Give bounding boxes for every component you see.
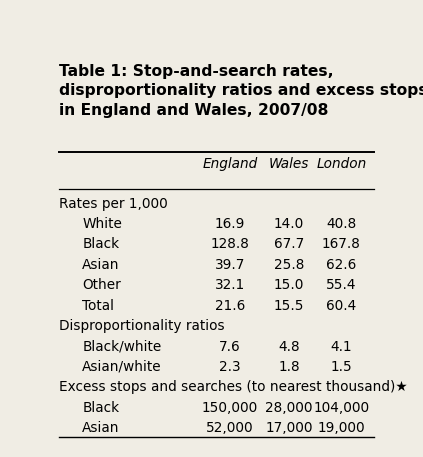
Text: 4.8: 4.8 <box>278 340 300 354</box>
Text: Asian/white: Asian/white <box>82 360 162 374</box>
Text: Wales: Wales <box>269 157 309 171</box>
Text: 128.8: 128.8 <box>211 238 249 251</box>
Text: 15.5: 15.5 <box>274 299 304 313</box>
Text: 39.7: 39.7 <box>215 258 245 272</box>
Text: 104,000: 104,000 <box>313 401 369 415</box>
Text: 52,000: 52,000 <box>206 421 254 435</box>
Text: Total: Total <box>82 299 114 313</box>
Text: 14.0: 14.0 <box>274 217 304 231</box>
Text: 62.6: 62.6 <box>326 258 357 272</box>
Text: White: White <box>82 217 122 231</box>
Text: 2.3: 2.3 <box>219 360 241 374</box>
Text: Asian: Asian <box>82 421 120 435</box>
Text: 17,000: 17,000 <box>265 421 313 435</box>
Text: 19,000: 19,000 <box>318 421 365 435</box>
Text: Black/white: Black/white <box>82 340 162 354</box>
Text: Black: Black <box>82 238 120 251</box>
Text: 40.8: 40.8 <box>326 217 357 231</box>
Text: 32.1: 32.1 <box>215 278 245 292</box>
Text: Table 1: Stop-and-search rates,
disproportionality ratios and excess stops
in En: Table 1: Stop-and-search rates, dispropo… <box>59 64 423 118</box>
Text: 25.8: 25.8 <box>274 258 304 272</box>
Text: Black: Black <box>82 401 120 415</box>
Text: Excess stops and searches (to nearest thousand)★: Excess stops and searches (to nearest th… <box>59 380 408 394</box>
Text: 21.6: 21.6 <box>215 299 245 313</box>
Text: Asian: Asian <box>82 258 120 272</box>
Text: 15.0: 15.0 <box>274 278 304 292</box>
Text: Rates per 1,000: Rates per 1,000 <box>59 197 168 211</box>
Text: 4.1: 4.1 <box>330 340 352 354</box>
Text: 1.8: 1.8 <box>278 360 300 374</box>
Text: Disproportionality ratios: Disproportionality ratios <box>59 319 225 333</box>
Text: 1.5: 1.5 <box>330 360 352 374</box>
Text: London: London <box>316 157 366 171</box>
Text: 55.4: 55.4 <box>326 278 357 292</box>
Text: 7.6: 7.6 <box>219 340 241 354</box>
Text: 67.7: 67.7 <box>274 238 304 251</box>
Text: Other: Other <box>82 278 121 292</box>
Text: 60.4: 60.4 <box>326 299 357 313</box>
Text: 28,000: 28,000 <box>265 401 313 415</box>
Text: England: England <box>202 157 258 171</box>
Text: 167.8: 167.8 <box>322 238 361 251</box>
Text: 16.9: 16.9 <box>215 217 245 231</box>
Text: 150,000: 150,000 <box>202 401 258 415</box>
